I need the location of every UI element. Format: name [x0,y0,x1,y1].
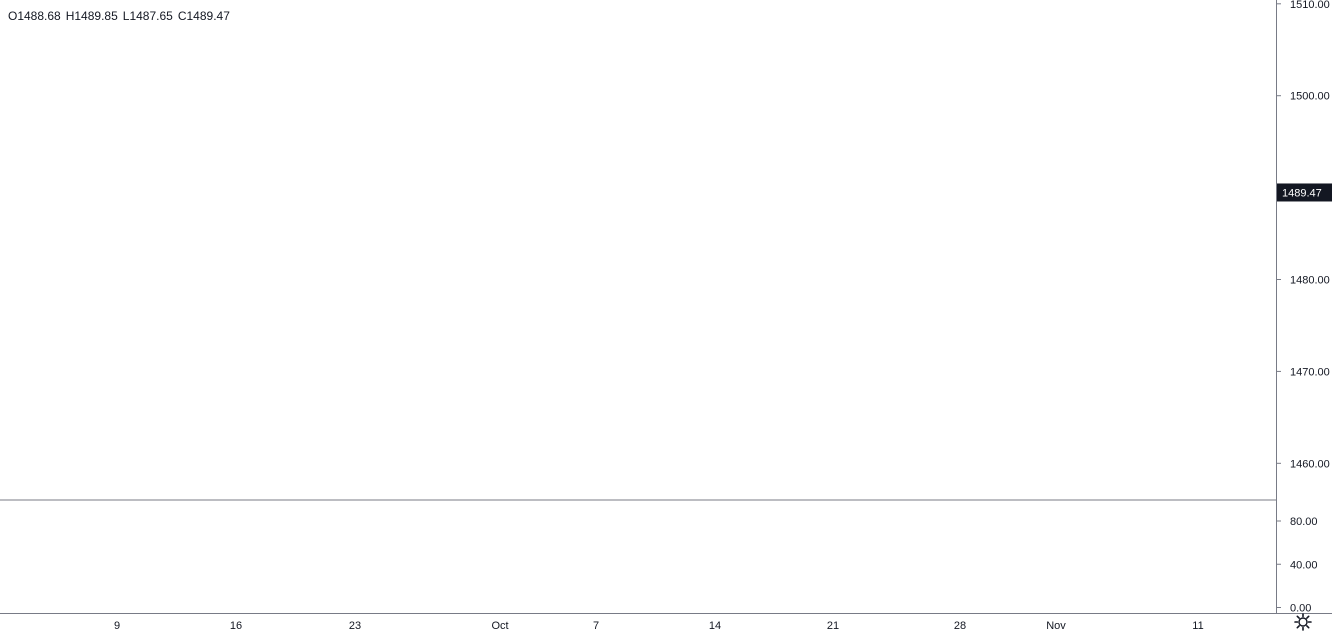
settings-gear-icon[interactable] [1293,612,1313,632]
open-value: O1488.68 [8,9,61,23]
ohlc-legend: O1488.68 H1489.85 L1487.65 C1489.47 [8,9,235,23]
price-tick-label: 1500.00 [1290,91,1330,103]
close-value: C1489.47 [177,9,230,23]
last-price-badge [1277,183,1332,202]
price-tick-label: 1460.00 [1290,458,1330,470]
time-tick-label: 28 [954,620,966,632]
stochastic-tick-label: 40.00 [1290,559,1318,571]
time-tick-label: Nov [1046,620,1066,632]
time-tick-label: 11 [1192,620,1203,632]
time-tick-label: 9 [114,620,120,632]
time-tick-label: Oct [491,620,508,632]
time-tick-label: 23 [349,620,361,632]
time-tick-label: 7 [593,620,599,632]
price-tick-label: 1470.00 [1290,366,1330,378]
price-tick-label: 1510.00 [1290,0,1330,11]
price-tick-label: 1480.00 [1290,275,1330,287]
time-tick-label: 21 [827,620,839,632]
low-value: L1487.65 [122,9,173,23]
time-tick-label: 16 [230,620,242,632]
time-tick-label: 14 [709,620,721,632]
last-price-label: 1489.47 [1282,187,1322,199]
stochastic-tick-label: 0.00 [1290,603,1311,615]
stochastic-tick-label: 80.00 [1290,516,1318,528]
high-value: H1489.85 [65,9,118,23]
